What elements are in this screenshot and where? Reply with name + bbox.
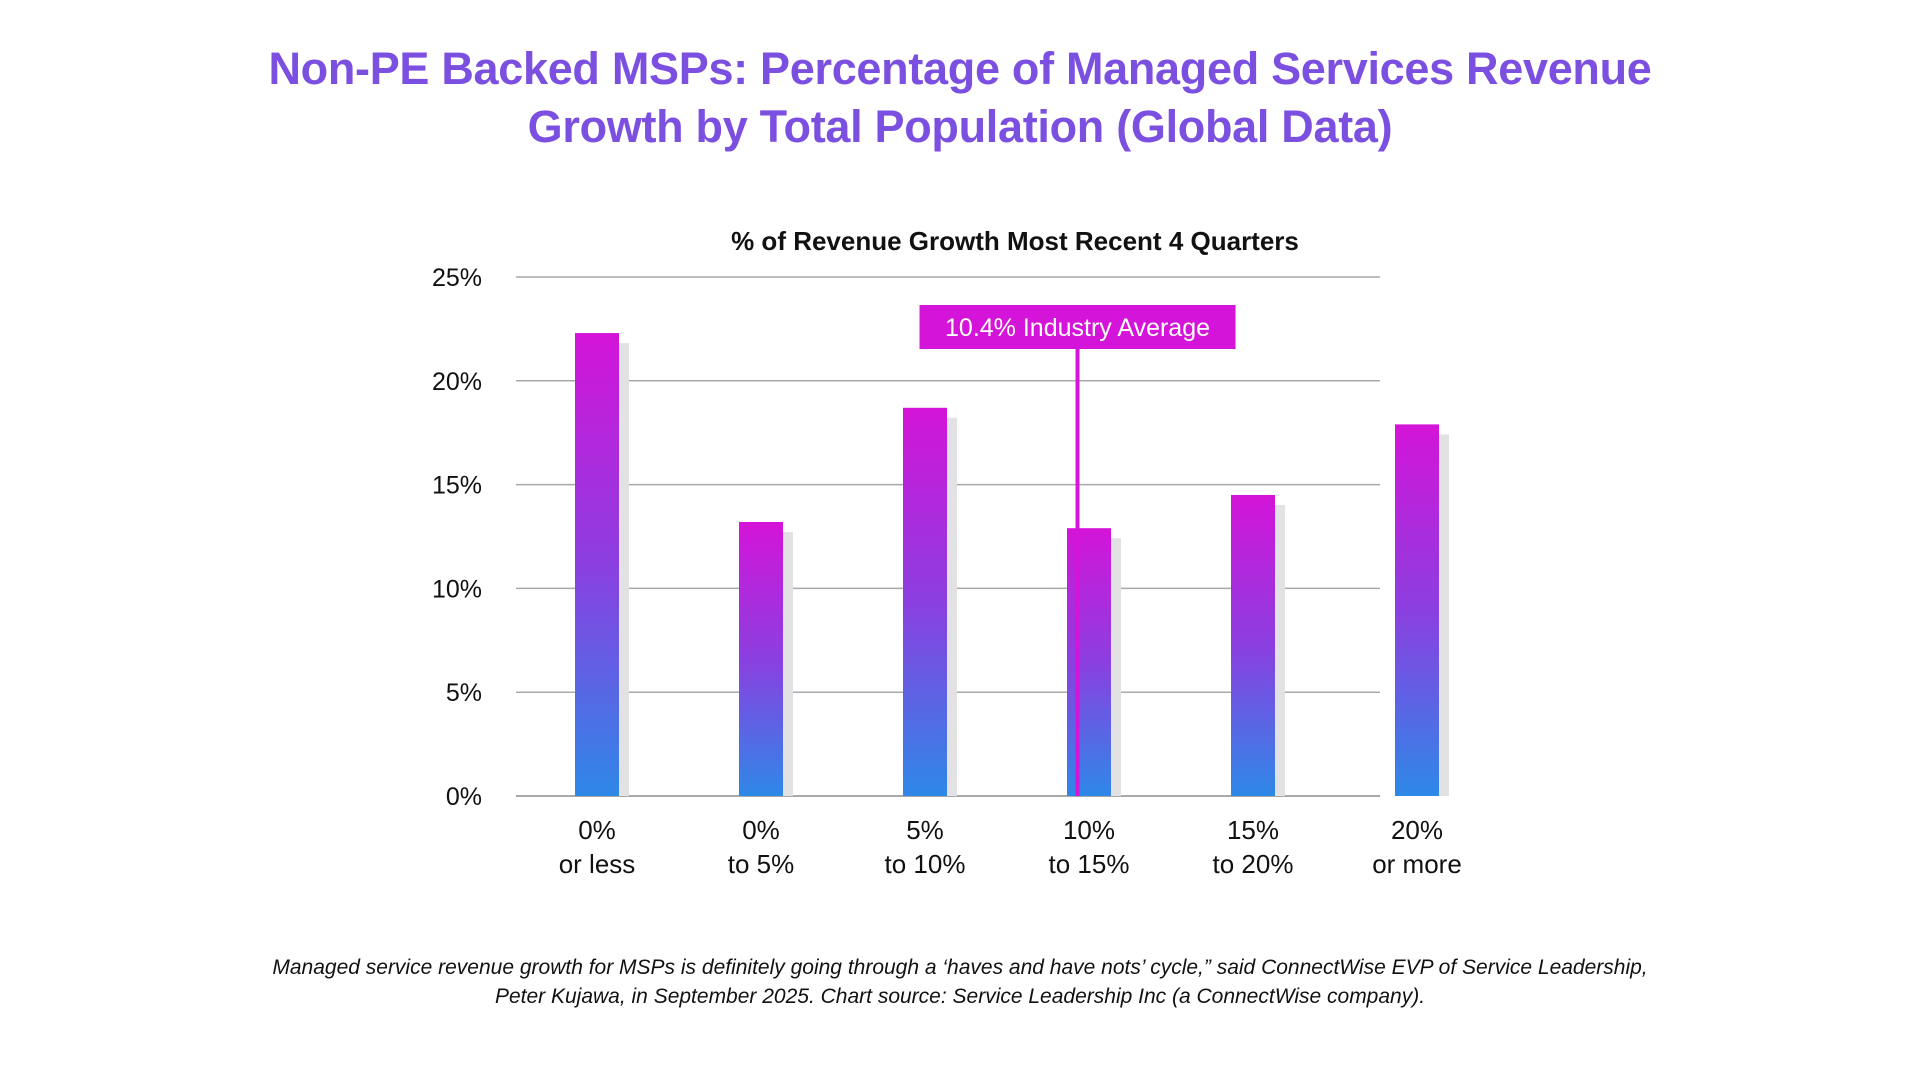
x-tick-label: to 20% — [1213, 849, 1294, 879]
x-tick-label: 5% — [906, 815, 944, 845]
page-title-line-1: Non-PE Backed MSPs: Percentage of Manage… — [268, 43, 1652, 94]
x-tick-label: to 10% — [885, 849, 966, 879]
caption-line-1: Managed service revenue growth for MSPs … — [272, 956, 1648, 979]
x-tick-label: 10% — [1063, 815, 1115, 845]
bar-shadow — [1439, 434, 1449, 796]
bar-shadow — [1275, 504, 1285, 796]
x-tick-label: 0% — [578, 815, 616, 845]
bar — [575, 333, 619, 796]
bar-shadows — [619, 343, 1449, 796]
bar-shadow — [783, 531, 793, 796]
y-tick-label: 5% — [446, 679, 482, 707]
bar — [1395, 424, 1439, 796]
industry-average-annotation: 10.4% Industry Average — [919, 305, 1236, 796]
page-title-line-2: Growth by Total Population (Global Data) — [527, 101, 1393, 152]
bar-shadow — [619, 343, 629, 796]
x-tick-label: 15% — [1227, 815, 1279, 845]
y-tick-label: 20% — [432, 368, 482, 396]
page-title: Non-PE Backed MSPs: Percentage of Manage… — [0, 40, 1920, 156]
x-tick-label: to 15% — [1049, 849, 1130, 879]
chart-caption: Managed service revenue growth for MSPs … — [0, 953, 1920, 1011]
y-axis-ticks: 0% 5% 10% 15% 20% 25% — [432, 264, 482, 811]
bar-shadow — [1111, 538, 1121, 796]
bars — [575, 333, 1439, 796]
x-tick-label: or more — [1372, 849, 1462, 879]
y-tick-label: 15% — [432, 472, 482, 500]
bar — [1231, 494, 1275, 796]
bar — [739, 521, 783, 796]
bar — [1067, 528, 1111, 796]
caption-line-2: Peter Kujawa, in September 2025. Chart s… — [494, 985, 1426, 1008]
x-axis-ticks: 0% or less 0% to 5% 5% to 10% 10% to 15% 15% to 2… — [559, 815, 1462, 879]
x-tick-label: 20% — [1391, 815, 1443, 845]
annotation-label: 10.4% Industry Average — [945, 314, 1210, 342]
y-tick-label: 10% — [432, 575, 482, 603]
x-tick-label: or less — [559, 849, 636, 879]
bar-shadow — [947, 417, 957, 796]
y-tick-label: 0% — [446, 783, 482, 811]
annotation-label-box — [919, 305, 1236, 349]
y-tick-label: 25% — [432, 264, 482, 292]
bar — [903, 407, 947, 796]
x-tick-label: 0% — [742, 815, 780, 845]
chart-title: % of Revenue Growth Most Recent 4 Quarte… — [731, 226, 1299, 256]
x-tick-label: to 5% — [728, 849, 795, 879]
